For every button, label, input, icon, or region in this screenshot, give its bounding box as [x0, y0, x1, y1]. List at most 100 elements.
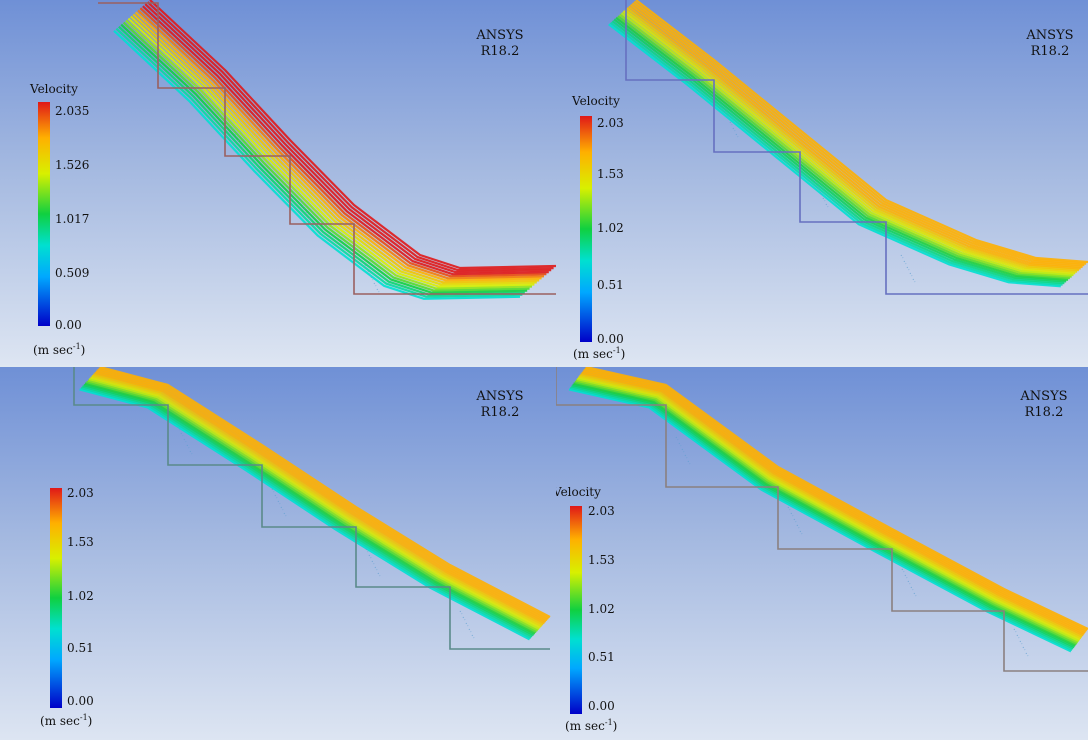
- streamline: [142, 5, 549, 276]
- legend-title: Velocity: [556, 485, 601, 499]
- legend-unit: (m sec-1): [565, 718, 618, 733]
- streamline: [581, 371, 1084, 636]
- legend-tick: 1.53: [588, 553, 615, 567]
- velocity-vector: [371, 560, 375, 565]
- streamline: [584, 367, 1088, 632]
- unit-exponent: -1: [72, 342, 81, 351]
- contour-panel-2: ANSYS R18.2 Velocity 2.03 1.53 1.02 0.51…: [556, 0, 1088, 365]
- velocity-vector: [790, 512, 794, 517]
- velocity-vector: [471, 634, 475, 639]
- velocity-vector: [364, 264, 368, 269]
- streamline: [146, 1, 554, 272]
- velocity-vector: [1025, 652, 1029, 657]
- streamline: [144, 3, 552, 274]
- velocity-vector: [183, 438, 187, 443]
- velocity-vector: [377, 572, 381, 577]
- streamline: [622, 10, 1076, 275]
- velocity-vector: [901, 568, 905, 573]
- legend-title: Velocity: [572, 94, 620, 108]
- unit-text: m sec: [37, 343, 73, 357]
- contour-panel-1: ANSYS R18.2 Velocity 2.035 1.526 1.017 0…: [0, 0, 556, 365]
- legend-unit: (m sec-1): [40, 713, 93, 728]
- streamline: [86, 380, 537, 633]
- velocity-vector: [906, 266, 910, 271]
- velocity-vector: [912, 278, 916, 283]
- velocity-vector: [1022, 646, 1026, 651]
- streamline: [575, 379, 1079, 644]
- velocity-vector: [732, 127, 736, 132]
- streamline: [125, 19, 533, 290]
- streamline: [573, 382, 1076, 647]
- velocity-vector: [904, 574, 908, 579]
- streamline: [120, 23, 528, 294]
- brand-name: ANSYS: [476, 389, 524, 404]
- legend-unit: (m sec-1): [33, 342, 86, 357]
- velocity-vector: [274, 494, 278, 499]
- color-scale-bar: [50, 488, 62, 708]
- velocity-vector: [376, 288, 380, 293]
- flow-scene: [73, 367, 551, 650]
- legend-tick: 1.02: [67, 589, 94, 603]
- step-outline: [98, 2, 556, 295]
- brand-name: ANSYS: [1026, 28, 1074, 43]
- color-scale-bar: [570, 506, 582, 714]
- brand-version: R18.2: [1030, 44, 1070, 59]
- velocity-vector: [822, 197, 826, 202]
- velocity-vector: [819, 191, 823, 196]
- ansys-brand: ANSYS R18.2: [460, 28, 540, 60]
- flow-scene: [556, 367, 1088, 672]
- streamline: [626, 7, 1079, 272]
- velocity-vector: [907, 580, 911, 585]
- brand-name: ANSYS: [476, 28, 524, 43]
- streamline: [582, 370, 1086, 635]
- velocity-vector: [177, 426, 181, 431]
- legend-tick: 2.03: [67, 486, 94, 500]
- flow-scene: [608, 0, 1088, 295]
- velocity-vector: [237, 139, 241, 144]
- unit-exponent: -1: [612, 346, 621, 355]
- streamline: [574, 380, 1078, 645]
- velocity-vector: [308, 217, 312, 222]
- velocity-vector: [909, 272, 913, 277]
- velocity-vector: [373, 282, 377, 287]
- legend-tick: 2.03: [597, 116, 624, 130]
- velocity-vector: [302, 205, 306, 210]
- streamline: [95, 370, 547, 623]
- legend-tick: 1.526: [55, 158, 90, 172]
- streamline: [97, 368, 548, 621]
- streamline: [585, 367, 1088, 630]
- velocity-vector: [240, 145, 244, 150]
- velocity-vector: [735, 133, 739, 138]
- velocity-vector: [903, 260, 907, 265]
- velocity-vector: [796, 524, 800, 529]
- streamline: [134, 11, 542, 282]
- streamline: [88, 377, 540, 630]
- ansys-brand: ANSYS R18.2: [1006, 389, 1082, 421]
- streamline: [82, 385, 533, 638]
- contour-panel-4: ANSYS R18.2 Velocity 2.03 1.53 1.02 0.51…: [556, 367, 1088, 740]
- velocity-vector: [368, 554, 372, 559]
- velocity-vector: [813, 179, 817, 184]
- step-outline: [73, 367, 550, 650]
- legend-tick: 2.03: [588, 504, 615, 518]
- legend-tick: 1.53: [67, 535, 94, 549]
- legend-tick: 2.035: [55, 104, 90, 118]
- velocity-vector: [816, 185, 820, 190]
- streamline: [629, 4, 1083, 268]
- streamline: [113, 29, 521, 300]
- velocity-vector: [280, 506, 284, 511]
- velocity-vector: [459, 610, 463, 615]
- streamline: [94, 371, 546, 624]
- velocity-vector: [1016, 634, 1020, 639]
- streamline: [576, 377, 1080, 642]
- streamline: [87, 379, 539, 632]
- legend-tick: 0.00: [597, 332, 624, 346]
- velocity-vector: [234, 133, 238, 138]
- ansys-brand: ANSYS R18.2: [1012, 28, 1088, 60]
- contour-panel-3: ANSYS R18.2 2.03 1.53 1.02 0.51 0.00 (m …: [0, 367, 556, 740]
- streamline: [80, 386, 532, 639]
- unit-exponent: -1: [604, 718, 613, 727]
- unit-exponent: -1: [79, 713, 88, 722]
- streamline: [90, 376, 542, 629]
- velocity-vector: [243, 151, 247, 156]
